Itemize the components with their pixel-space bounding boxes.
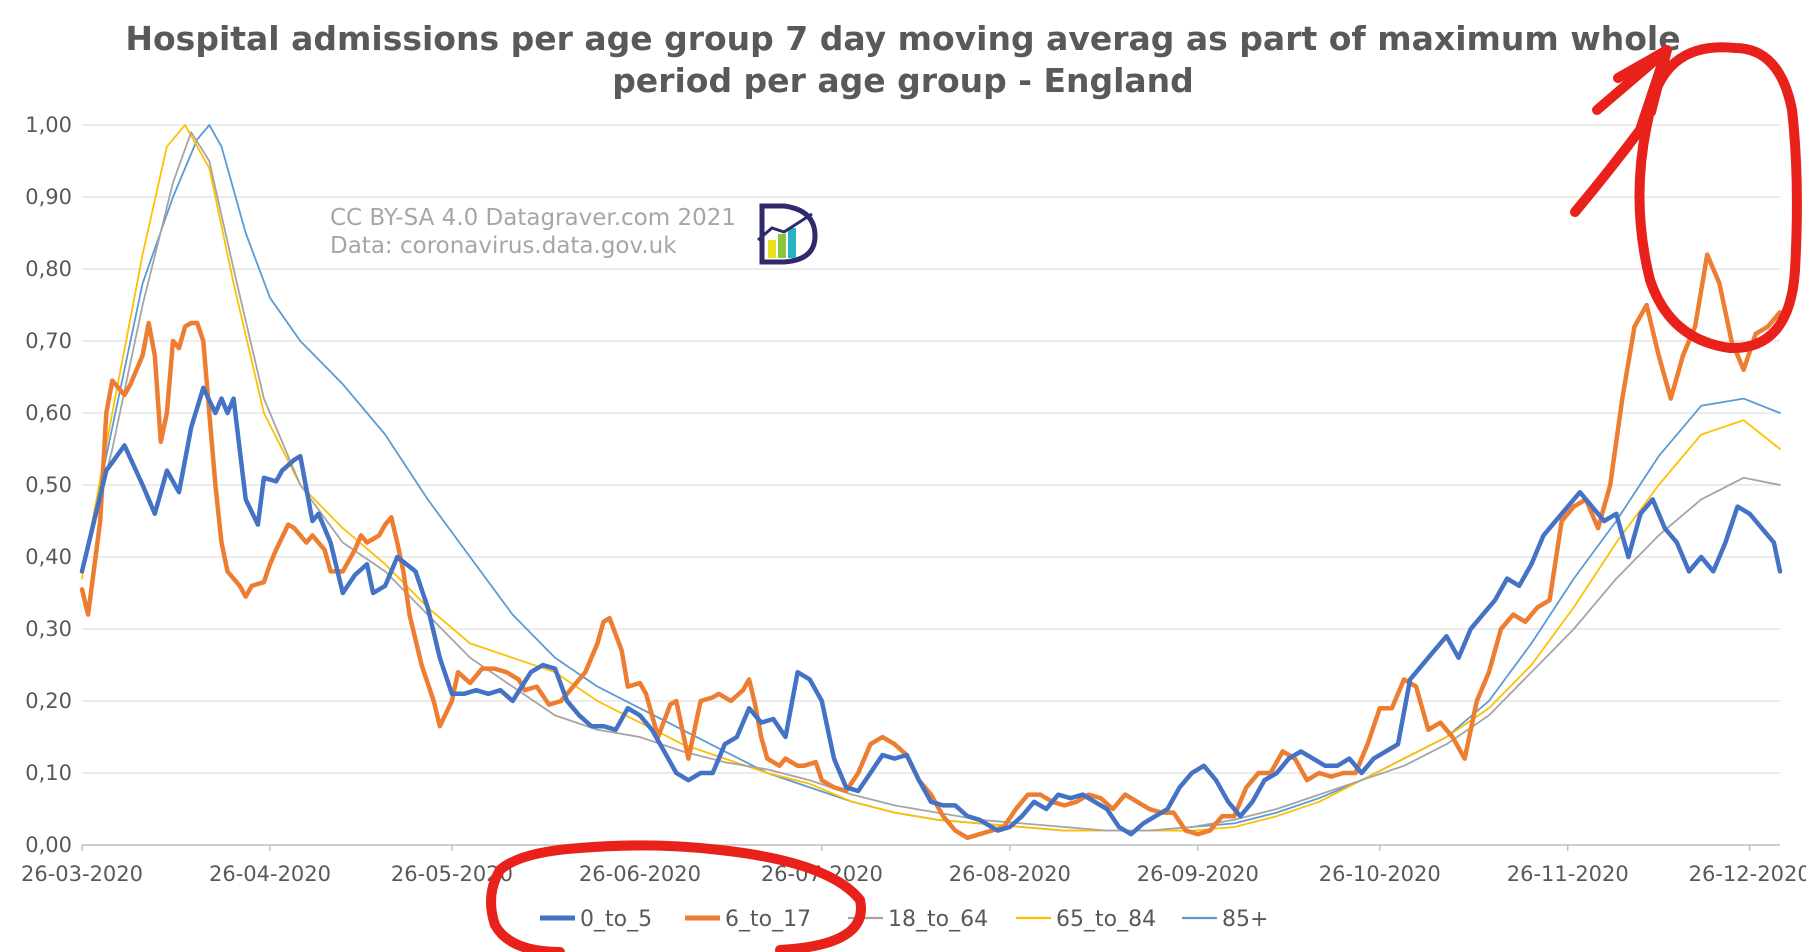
series-line-18-to-64 (81, 131, 1781, 832)
logo-bar-1 (768, 240, 776, 258)
y-tick-label: 0,90 (25, 185, 72, 209)
x-tick-label: 26-12-2020 (1689, 862, 1806, 886)
y-tick-label: 0,70 (25, 329, 72, 353)
x-tick-label: 26-11-2020 (1507, 862, 1629, 886)
legend: 0_to_5 6_to_17 18_to_64 65_to_84 85+ (540, 907, 1268, 932)
x-axis-ticks: 26-03-2020 26-04-2020 26-05-2020 26-06-2020… (21, 845, 1806, 886)
legend-label: 65_to_84 (1056, 907, 1156, 932)
x-tick-label: 26-04-2020 (209, 862, 331, 886)
x-tick-label: 26-06-2020 (579, 862, 701, 886)
series-line-6-to-17 (79, 252, 1783, 841)
y-tick-label: 0,10 (25, 761, 72, 785)
y-axis-ticks: 0,00 0,10 0,20 0,30 0,40 0,50 0,60 0,70 0,80 0,90… (25, 113, 72, 857)
gridlines (82, 124, 1780, 846)
chart-title-line-2: period per age group - England (612, 61, 1194, 100)
y-tick-label: 0,30 (25, 617, 72, 641)
y-tick-label: 1,00 (25, 113, 72, 137)
x-tick-label: 26-10-2020 (1319, 862, 1441, 886)
watermark-source: Data: coronavirus.data.gov.uk (330, 233, 677, 259)
logo-trend (757, 212, 813, 242)
red-annotations (486, 42, 1802, 952)
legend-label: 6_to_17 (725, 907, 811, 932)
legend-label: 18_to_64 (888, 907, 988, 932)
watermark-license: CC BY-SA 4.0 Datagraver.com 2021 (330, 205, 736, 231)
datagraver-logo (757, 203, 818, 265)
y-tick-label: 0,20 (25, 689, 72, 713)
legend-label: 85+ (1222, 907, 1268, 932)
x-tick-label: 26-08-2020 (949, 862, 1071, 886)
annotation-circle-legend-left (486, 865, 565, 952)
annotation-circle-legend-top (495, 840, 866, 952)
series-line-65-to-84 (81, 124, 1781, 832)
annotation-circle-peak (1634, 42, 1802, 354)
series-line-0-to-5 (79, 385, 1783, 837)
y-tick-label: 0,50 (25, 473, 72, 497)
logo-bar-2 (778, 234, 786, 258)
y-tick-label: 0,60 (25, 401, 72, 425)
data-series (79, 124, 1783, 841)
annotation-arrow-shaft (1570, 50, 1670, 217)
y-tick-label: 0,40 (25, 545, 72, 569)
legend-label: 0_to_5 (580, 907, 652, 932)
x-tick-label: 26-03-2020 (21, 862, 143, 886)
chart-title-line-1: Hospital admissions per age group 7 day … (125, 19, 1680, 58)
x-tick-label: 26-09-2020 (1137, 862, 1259, 886)
y-tick-label: 0,80 (25, 257, 72, 281)
y-tick-label: 0,00 (25, 833, 72, 857)
logo-bar-3 (788, 228, 796, 258)
